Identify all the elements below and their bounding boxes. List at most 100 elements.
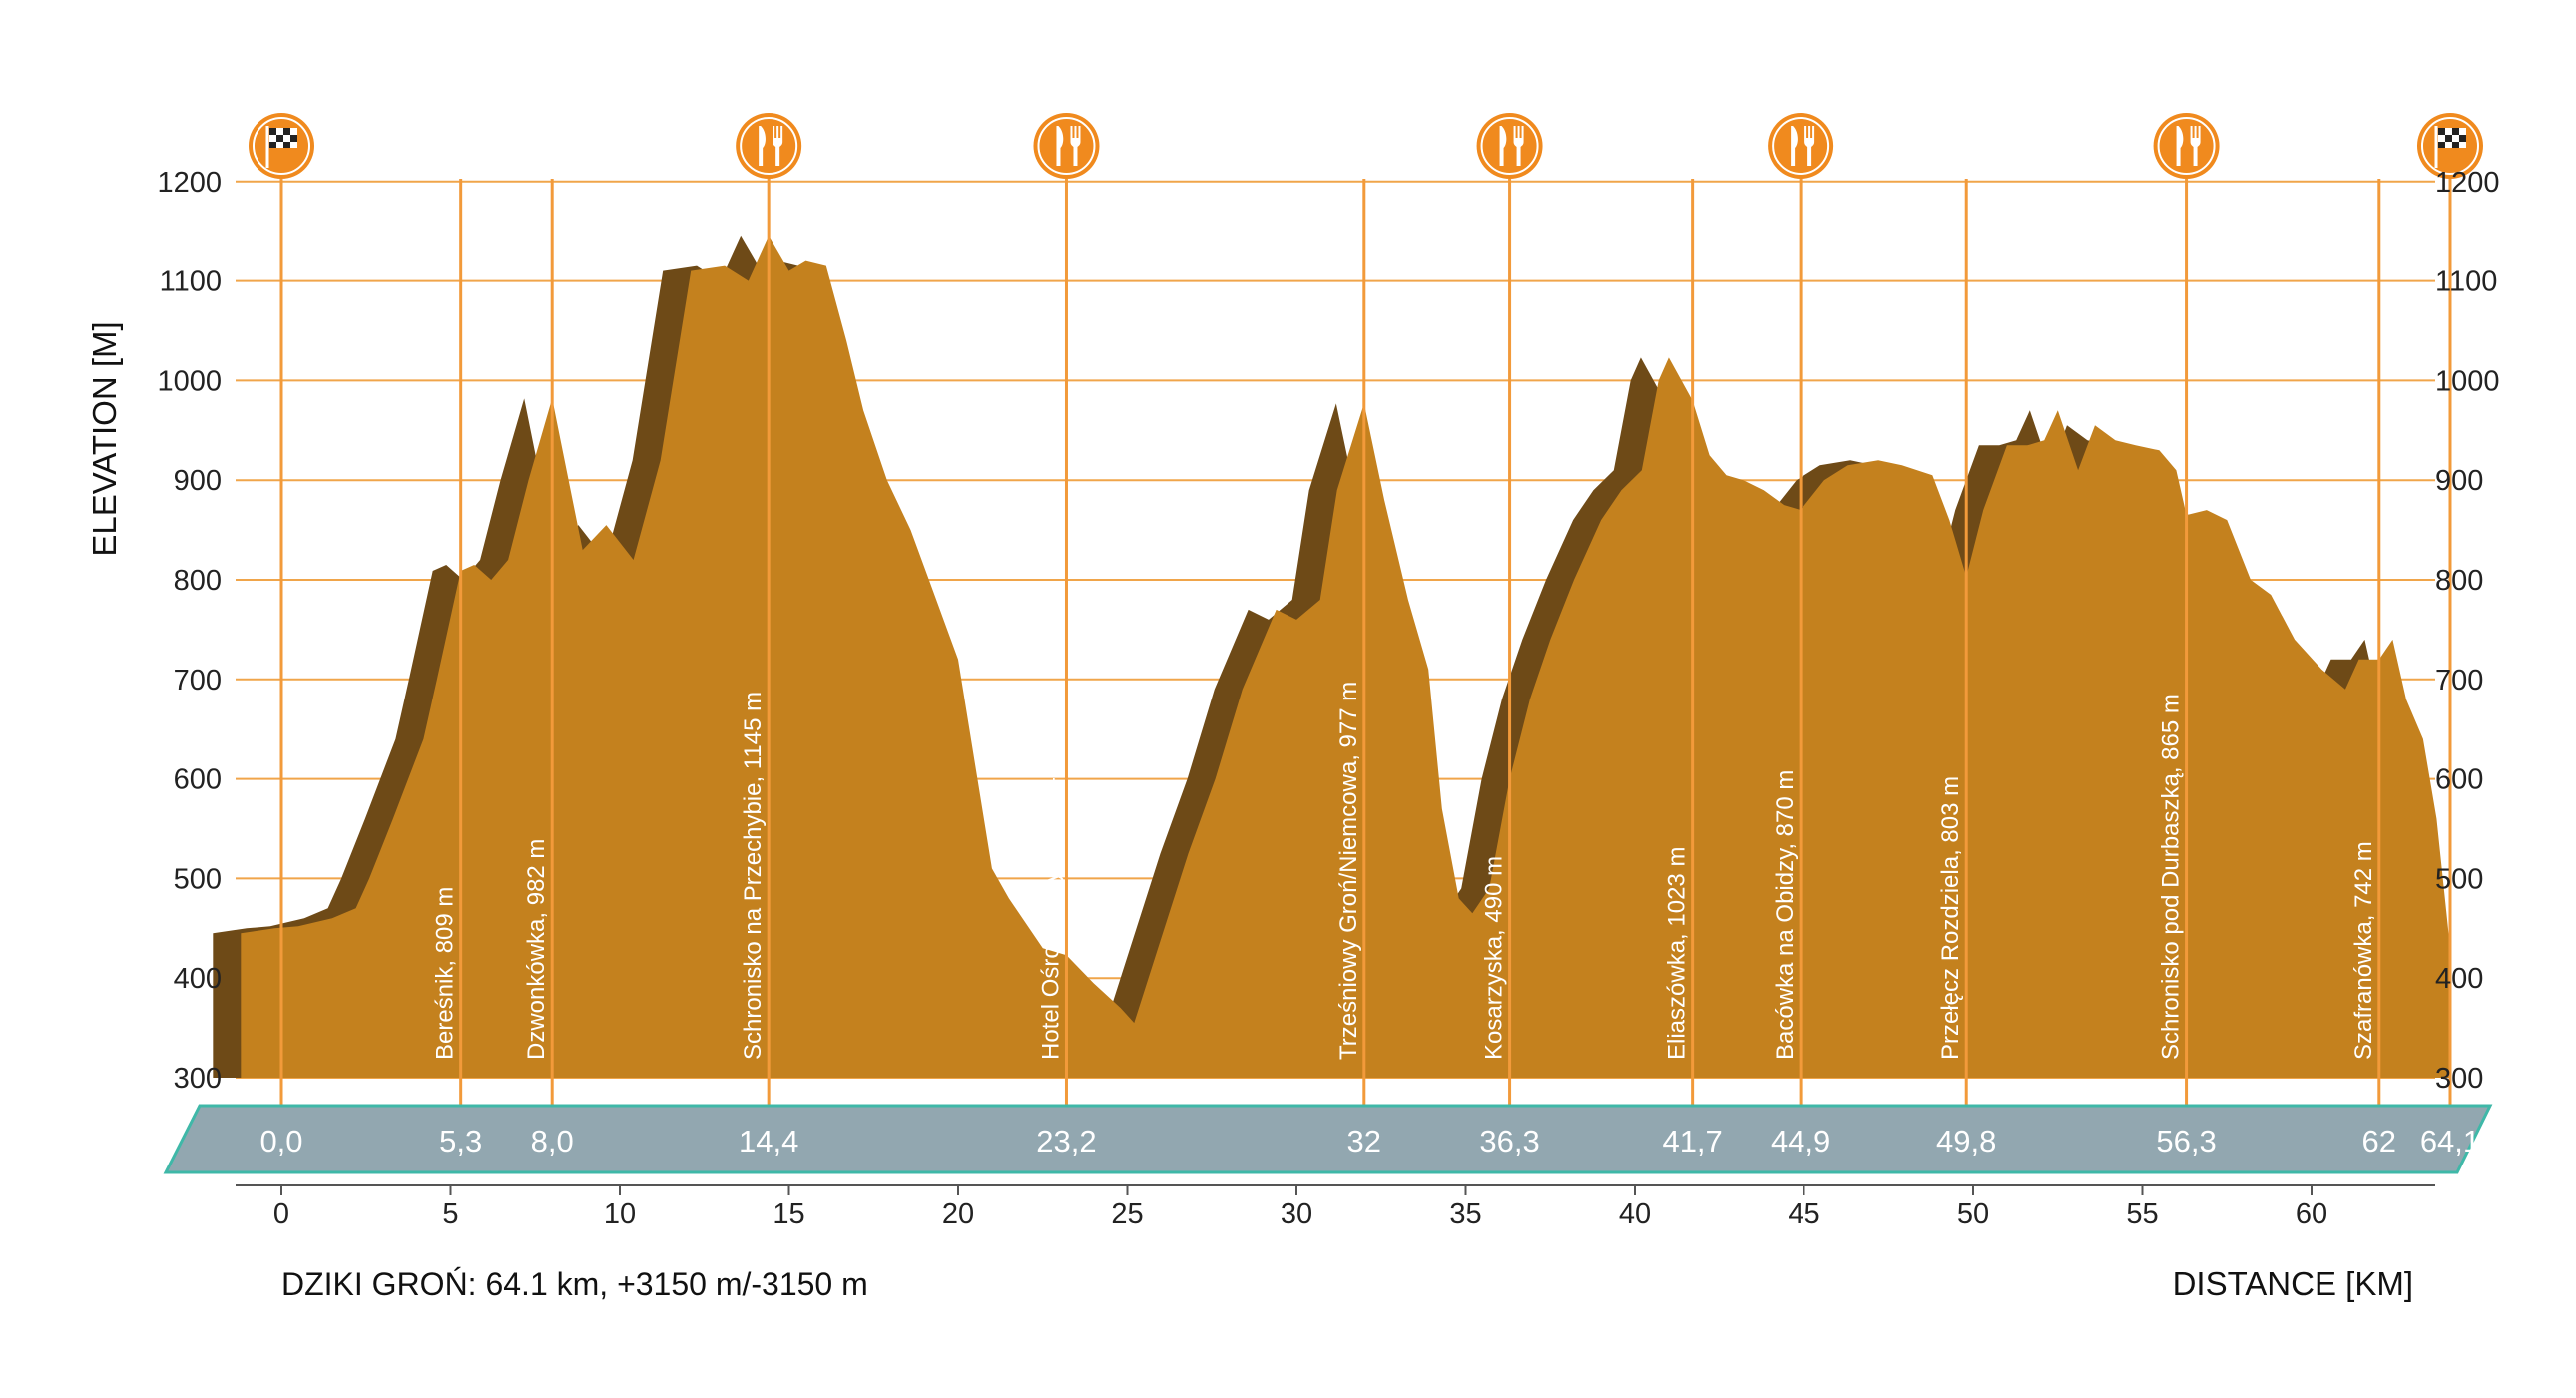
checkpoint-name-label: Kosarzyska, 490 m	[1481, 856, 1508, 1060]
x-tick-label-45: 45	[1788, 1198, 1819, 1230]
x-tick-label-20: 20	[942, 1198, 974, 1230]
flag-square	[269, 128, 276, 135]
checkpoint-name-label: Bacówka na Obidzy, 870 m	[1772, 770, 1799, 1060]
y-tick-left-900: 900	[174, 465, 222, 497]
fork-shape	[1804, 126, 1815, 166]
y-tick-right-1000: 1000	[2435, 365, 2500, 397]
icon-ring	[2157, 117, 2216, 175]
y-tick-right-800: 800	[2435, 565, 2483, 597]
checkpoint-km-label: 62	[2362, 1124, 2396, 1159]
finish-flag-icon	[2416, 113, 2483, 179]
checkpoint-km-label: 44,9	[1771, 1124, 1830, 1159]
x-tick-label-50: 50	[1957, 1198, 1989, 1230]
fork-shape	[2190, 126, 2201, 166]
knife-shape	[1056, 126, 1064, 166]
y-axis: 300 300 400 400 500 500 600 600 700 700 800 800 900 9…	[157, 167, 2499, 1095]
checkpoint-km-label: 41,7	[1662, 1124, 1722, 1159]
y-tick-left-800: 800	[174, 565, 222, 597]
flag-square	[2451, 142, 2459, 148]
y-tick-left-600: 600	[174, 764, 222, 796]
x-tick-label-5: 5	[442, 1198, 458, 1230]
x-tick-label-40: 40	[1619, 1198, 1651, 1230]
x-tick-label-25: 25	[1111, 1198, 1143, 1230]
food-icon	[1033, 113, 1100, 179]
finish-flag-icon	[249, 113, 314, 179]
x-tick-label-15: 15	[773, 1198, 804, 1230]
y-tick-right-600: 600	[2435, 764, 2483, 796]
checkpoint-km-label: 14,4	[739, 1124, 798, 1159]
y-tick-right-1100: 1100	[2435, 266, 2497, 298]
checkpoint-name-label: Dzwonkówka, 982 m	[523, 839, 550, 1060]
y-tick-left-500: 500	[174, 863, 222, 895]
checkpoint-km-label: 49,8	[1936, 1124, 1996, 1159]
food-icon	[1476, 113, 1543, 179]
y-tick-right-700: 700	[2435, 665, 2483, 697]
y-tick-left-1200: 1200	[157, 167, 222, 199]
x-tick-label-0: 0	[273, 1198, 289, 1230]
knife-shape	[1791, 126, 1798, 166]
distance-band: 0,0 5,3 8,0 14,4 23,2 32 36,3 41,7 44,9 49,8 56,3 6…	[163, 1104, 2493, 1174]
fork-shape	[1513, 126, 1524, 166]
icon-circle	[736, 113, 802, 179]
checkpoint-name-label: Przełęcz Rozdziela, 803 m	[1937, 776, 1964, 1060]
food-icon	[736, 113, 802, 179]
checkpoint-name-label: Bereśnik, 809 m	[432, 887, 459, 1060]
checkpoint-markers: Bereśnik, 809 m Dzwonkówka, 982 m Schronis…	[249, 113, 2483, 1126]
x-tick-label-55: 55	[2126, 1198, 2158, 1230]
checkpoint-km-label: 36,3	[1479, 1124, 1539, 1159]
checkpoint-name-label: Eliaszówka, 1023 m	[1664, 847, 1691, 1060]
checkpoint-km-label: 23,2	[1036, 1124, 1096, 1159]
y-tick-right-500: 500	[2435, 863, 2483, 895]
y-axis-title: ELEVATION [M]	[86, 321, 123, 556]
flag-square	[2458, 135, 2466, 142]
flag-square	[276, 135, 283, 142]
knife-shape	[759, 126, 766, 166]
flag-square	[290, 135, 297, 142]
flag-square	[2451, 128, 2459, 135]
icon-ring	[1480, 117, 1539, 175]
icon-ring	[740, 117, 798, 175]
checkpoint-km-label: 0,0	[259, 1124, 302, 1159]
fork-shape	[1070, 126, 1081, 166]
x-axis-title: DISTANCE [KM]	[2173, 1265, 2413, 1302]
profile-area-shape	[241, 235, 2450, 1078]
y-tick-right-900: 900	[2435, 465, 2483, 497]
knife-shape	[1499, 126, 1507, 166]
flag-square	[2437, 128, 2445, 135]
icon-ring	[2420, 117, 2479, 175]
flag-square	[2444, 135, 2452, 142]
checkpoint-km-label: 56,3	[2156, 1124, 2216, 1159]
checkpoint-km-label: 32	[1347, 1124, 1381, 1159]
checkpoint-name-label: Schronisko pod Durbaszką, 865 m	[2158, 694, 2185, 1060]
icon-circle	[1476, 113, 1543, 179]
flag-square	[283, 142, 290, 148]
x-axis: 0 5 10 15 20 25 30 35 40 45 50 55 60	[236, 1184, 2435, 1230]
food-icon	[2153, 113, 2220, 179]
distance-band-shape	[163, 1104, 2493, 1174]
icon-ring	[253, 117, 310, 175]
food-icon	[1768, 113, 1834, 179]
elevation-area	[241, 235, 2450, 1078]
y-tick-left-1000: 1000	[157, 365, 222, 397]
checkpoint-name-label: Schronisko na Przechybie, 1145 m	[740, 692, 767, 1060]
icon-ring	[1772, 117, 1830, 175]
route-summary: DZIKI GROŃ: 64.1 km, +3150 m/-3150 m	[281, 1266, 868, 1302]
icon-circle	[1768, 113, 1834, 179]
y-tick-left-1100: 1100	[160, 266, 222, 298]
icon-circle	[1033, 113, 1100, 179]
checkpoint-name-label: Trześniowy Groń/Niemcowa, 977 m	[1335, 682, 1362, 1060]
checkpoint-name-label: Szafranówka, 742 m	[2350, 841, 2377, 1060]
checkpoint-name-label: Hotel Ośrodek RyterSKI, 423 m	[1037, 724, 1064, 1060]
x-tick-label-30: 30	[1281, 1198, 1312, 1230]
checkpoint-km-label: 5,3	[439, 1124, 482, 1159]
flag-square	[2437, 142, 2445, 148]
icon-ring	[1037, 117, 1096, 175]
knife-shape	[2176, 126, 2184, 166]
y-tick-right-400: 400	[2435, 963, 2483, 995]
checkpoint-km-label: 8,0	[531, 1124, 574, 1159]
flag-square	[269, 142, 276, 148]
x-tick-label-10: 10	[604, 1198, 636, 1230]
x-tick-label-35: 35	[1449, 1198, 1481, 1230]
flag-square	[283, 128, 290, 135]
